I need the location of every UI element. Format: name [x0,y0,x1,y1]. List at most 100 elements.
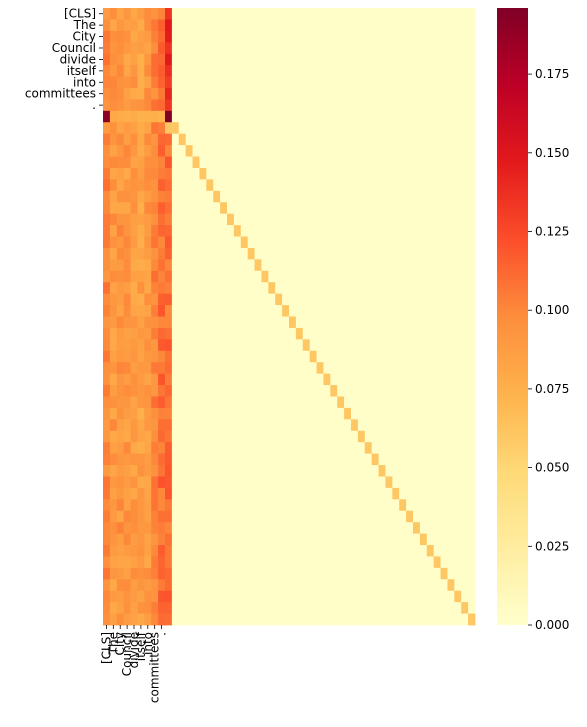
heatmap-cell [371,396,379,409]
heatmap-cell [289,396,297,409]
heatmap-cell [399,533,407,546]
heatmap-cell [309,247,317,260]
heatmap-cell [461,613,469,626]
heatmap-cell [385,19,393,32]
heatmap-cell [178,465,187,477]
heatmap-cell [233,419,242,432]
heatmap-cell [344,282,352,295]
heatmap-cell [385,579,393,592]
heatmap-cell [344,419,352,432]
heatmap-cell [399,305,407,317]
heatmap-cell [344,579,352,592]
heatmap-cell [199,305,207,317]
heatmap-cell [295,225,304,237]
heatmap-cell [227,19,235,32]
heatmap-cell [351,385,359,397]
heatmap-cell [247,87,255,100]
heatmap-cell [385,156,393,169]
heatmap-cell [116,613,125,626]
heatmap-cell [144,327,152,340]
heatmap-cell [461,145,469,157]
heatmap-cell [233,579,242,592]
heatmap-cell [213,396,221,409]
heatmap-cell [371,282,379,295]
heatmap-cell [392,453,400,466]
heatmap-cell [247,156,255,169]
heatmap-cell [302,87,311,100]
heatmap-cell [220,373,228,386]
heatmap-cell [461,65,469,77]
heatmap-cell [392,87,400,100]
heatmap-cell [240,442,249,455]
heatmap-cell [295,305,304,317]
heatmap-cell [364,202,373,215]
heatmap-cell [447,350,455,363]
heatmap-cell [309,19,317,32]
heatmap-cell [261,419,269,432]
heatmap-cell [371,179,379,192]
heatmap-cell [302,19,311,32]
heatmap-cell [220,487,228,500]
heatmap-cell [199,19,207,32]
heatmap-cell [337,579,345,592]
heatmap-cell [295,442,304,455]
heatmap-cell [309,556,317,569]
heatmap-cell [240,145,249,157]
heatmap-cell [392,373,400,386]
heatmap-cell [151,282,159,295]
heatmap-cell [433,247,441,260]
heatmap-cell [316,476,324,489]
heatmap-cell [233,499,242,512]
heatmap-cell [413,430,421,443]
heatmap-cell [330,247,338,260]
heatmap-cell [185,145,193,157]
heatmap-cell [323,487,331,500]
heatmap-cell [302,213,311,226]
heatmap-cell [330,293,338,306]
heatmap-cell [103,362,111,375]
heatmap-cell [268,145,276,157]
heatmap-cell [275,487,283,500]
heatmap-cell [289,453,297,466]
y-tick-label: City [72,30,96,44]
heatmap-cell [254,407,262,420]
heatmap-cell [433,590,441,603]
heatmap-cell [316,499,324,512]
heatmap-cell [103,167,111,180]
heatmap-cell [185,327,193,340]
heatmap-cell [123,65,131,77]
heatmap-cell [206,396,214,409]
heatmap-cell [199,339,207,352]
heatmap-cell [192,30,200,43]
heatmap-cell [158,236,166,249]
heatmap-cell [419,293,428,306]
heatmap-cell [261,293,269,306]
heatmap-cell [364,510,373,523]
heatmap-cell [392,430,400,443]
heatmap-cell [165,122,173,135]
heatmap-cell [413,259,421,272]
heatmap-cell [165,270,173,283]
heatmap-cell [233,487,242,500]
heatmap-cell [385,179,393,192]
heatmap-cell [440,133,448,146]
heatmap-cell [344,556,352,569]
heatmap-cell [447,110,455,123]
heatmap-cell [426,225,435,237]
heatmap-cell [433,53,441,66]
heatmap-cell [137,167,145,180]
heatmap-cell [103,442,111,455]
heatmap-cell [213,510,221,523]
heatmap-cell [192,293,200,306]
heatmap-cell [295,373,304,386]
heatmap-cell [199,65,207,77]
heatmap-cell [171,87,180,100]
heatmap-cell [399,476,407,489]
heatmap-cell [171,419,180,432]
y-tick-label: divide [60,52,96,66]
heatmap-cell [185,19,193,32]
heatmap-cell [295,476,304,489]
heatmap-cell [351,305,359,317]
heatmap-cell [454,590,462,603]
heatmap-cell [144,579,152,592]
